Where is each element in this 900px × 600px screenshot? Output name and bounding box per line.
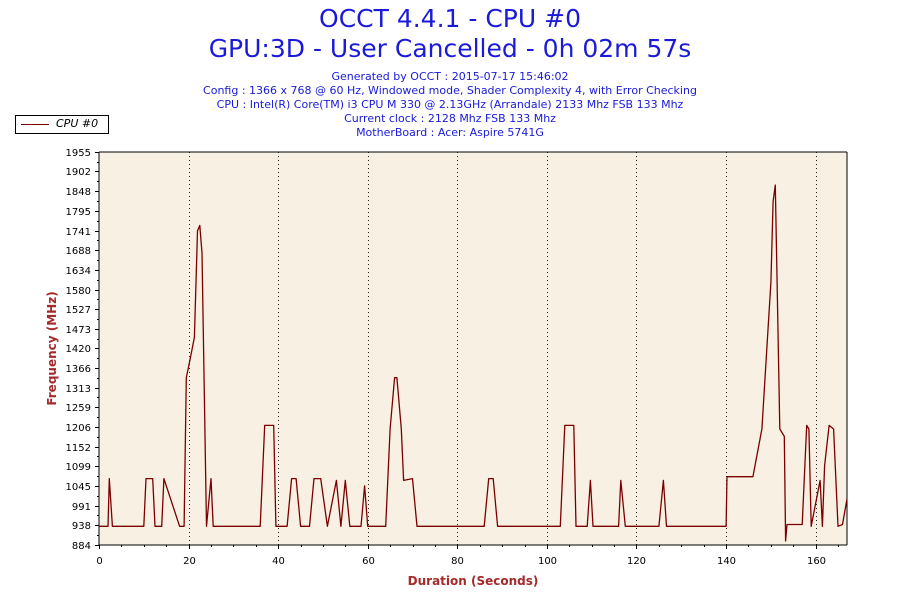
- x-tick-label: 120: [627, 556, 646, 567]
- y-tick-label: 1580: [66, 286, 91, 297]
- plot-area: [99, 152, 847, 545]
- series-line-cpu0: [99, 184, 848, 542]
- y-tick-label: 1045: [66, 482, 91, 493]
- y-tick-label: 1848: [66, 187, 91, 198]
- x-tick-label: 100: [538, 556, 557, 567]
- info-generated: Generated by OCCT : 2015-07-17 15:46:02: [331, 70, 569, 83]
- x-tick-label: 80: [451, 556, 464, 567]
- y-tick-label: 1688: [66, 246, 91, 257]
- x-tick-label: 60: [362, 556, 375, 567]
- y-tick-label: 1527: [66, 305, 91, 316]
- y-tick-label: 1313: [66, 384, 91, 395]
- y-tick-label: 991: [72, 502, 91, 513]
- chart-subtitle: GPU:3D - User Cancelled - 0h 02m 57s: [208, 34, 692, 63]
- legend: CPU #0: [15, 115, 109, 134]
- legend-label: CPU #0: [56, 117, 99, 130]
- x-tick-label: 0: [96, 556, 102, 567]
- x-axis-label: Duration (Seconds): [408, 574, 539, 588]
- y-tick-label: 1420: [66, 344, 91, 355]
- y-tick-label: 1366: [66, 364, 91, 375]
- y-tick-label: 1206: [66, 423, 91, 434]
- y-tick-label: 1955: [66, 148, 91, 159]
- y-tick-label: 1152: [66, 443, 91, 454]
- y-tick-label: 1634: [66, 266, 91, 277]
- info-motherboard: MotherBoard : Acer: Aspire 5741G: [356, 126, 544, 139]
- x-tick-label: 20: [183, 556, 196, 567]
- y-tick-label: 1259: [66, 403, 91, 414]
- y-tick-label: 1741: [66, 227, 91, 238]
- y-tick-label: 1473: [66, 325, 91, 336]
- legend-line-swatch: [21, 124, 49, 125]
- info-cpu: CPU : Intel(R) Core(TM) i3 CPU M 330 @ 2…: [216, 98, 684, 111]
- y-tick-label: 1099: [66, 462, 91, 473]
- y-axis-label: Frequency (MHz): [45, 291, 59, 405]
- y-tick-label: 1902: [66, 167, 91, 178]
- info-current-clock: Current clock : 2128 Mhz FSB 133 Mhz: [344, 112, 556, 125]
- info-config: Config : 1366 x 768 @ 60 Hz, Windowed mo…: [203, 84, 697, 97]
- chart-title: OCCT 4.4.1 - CPU #0: [319, 4, 581, 33]
- y-tick-label: 938: [72, 521, 91, 532]
- x-tick-label: 160: [807, 556, 826, 567]
- x-tick-label: 40: [272, 556, 285, 567]
- y-tick-label: 1795: [66, 207, 91, 218]
- x-tick-label: 140: [717, 556, 736, 567]
- y-tick-label: 884: [72, 541, 91, 552]
